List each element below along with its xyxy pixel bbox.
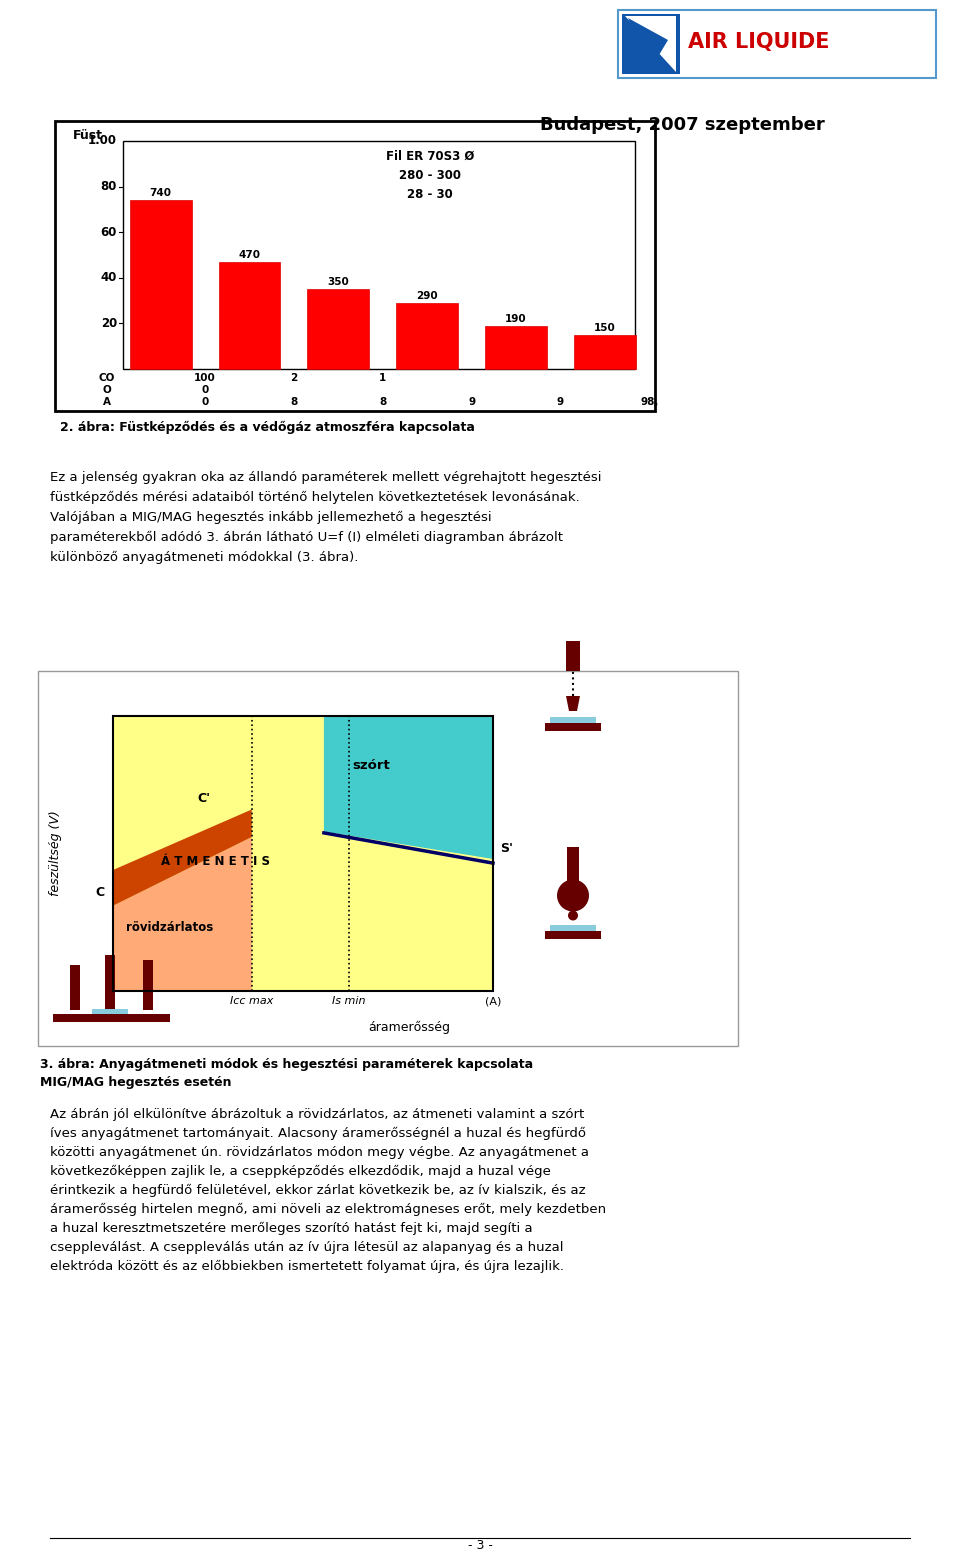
- Text: szórt: szórt: [352, 760, 391, 772]
- Text: 60: 60: [101, 226, 117, 238]
- Text: 2

8: 2 8: [290, 373, 298, 407]
- Text: rövidzárlatos: rövidzárlatos: [127, 921, 214, 935]
- Bar: [70, 965, 80, 1010]
- Text: Valójában a MIG/MAG hegesztés inkább jellemezhető a hegesztési: Valójában a MIG/MAG hegesztés inkább jel…: [50, 511, 492, 525]
- Bar: [105, 955, 115, 1010]
- Text: C: C: [96, 885, 105, 899]
- Text: Az ábrán jól elkülönítve ábrázoltuk a rövidzárlatos, az átmeneti valamint a szór: Az ábrán jól elkülönítve ábrázoltuk a rö…: [50, 1109, 585, 1121]
- Polygon shape: [113, 836, 252, 991]
- Text: 20: 20: [101, 316, 117, 330]
- Text: 290: 290: [417, 291, 438, 301]
- Bar: [550, 717, 596, 723]
- Text: 350: 350: [327, 277, 349, 287]
- Bar: [545, 930, 601, 938]
- Bar: [92, 1009, 128, 1015]
- Text: AIR LIQUIDE: AIR LIQUIDE: [688, 31, 829, 52]
- Bar: [485, 326, 547, 370]
- Bar: [567, 847, 579, 882]
- Circle shape: [568, 910, 578, 921]
- Text: feszültség (V): feszültség (V): [50, 811, 62, 896]
- Text: S': S': [500, 841, 513, 855]
- Text: 40: 40: [101, 271, 117, 285]
- Text: 100
0
0: 100 0 0: [194, 373, 216, 407]
- Text: MIG/MAG hegesztés esetén: MIG/MAG hegesztés esetén: [40, 1076, 231, 1088]
- Circle shape: [557, 880, 589, 911]
- Text: 2. ábra: Füstképződés és a védőgáz atmoszféra kapcsolata: 2. ábra: Füstképződés és a védőgáz atmos…: [60, 421, 475, 434]
- Text: közötti anyagátmenet ún. rövidzárlatos módon megy végbe. Az anyagátmenet a: közötti anyagátmenet ún. rövidzárlatos m…: [50, 1146, 589, 1159]
- Bar: [574, 335, 636, 370]
- Polygon shape: [113, 810, 252, 905]
- Text: Icc max: Icc max: [230, 996, 274, 1005]
- Bar: [219, 262, 280, 370]
- Text: (A): (A): [485, 996, 501, 1005]
- Bar: [566, 640, 580, 670]
- Text: 9: 9: [557, 373, 564, 407]
- Text: 80: 80: [101, 180, 117, 193]
- Polygon shape: [566, 695, 580, 711]
- Text: 740: 740: [150, 188, 172, 199]
- Text: áramerősség hirtelen megnő, ami növeli az elektromágneses erőt, mely kezdetben: áramerősség hirtelen megnő, ami növeli a…: [50, 1203, 606, 1217]
- Text: áramerősség: áramerősség: [369, 1021, 450, 1034]
- Text: 9: 9: [468, 373, 475, 407]
- Bar: [143, 960, 153, 1010]
- Bar: [550, 924, 596, 930]
- Bar: [88, 1015, 132, 1023]
- Text: cseppleválást. A cseppleválás után az ív újra létesül az alapanyag és a huzal: cseppleválást. A cseppleválás után az ív…: [50, 1240, 564, 1254]
- Bar: [113, 716, 493, 991]
- Bar: [53, 1015, 97, 1023]
- Text: elektróda között és az előbbiekben ismertetett folyamat újra, és újra lezajlik.: elektróda között és az előbbiekben ismer…: [50, 1261, 564, 1273]
- Text: Is min: Is min: [332, 996, 366, 1005]
- Text: CO
O
A: CO O A: [99, 373, 115, 407]
- Text: 3. ábra: Anyagátmeneti módok és hegesztési paraméterek kapcsolata: 3. ábra: Anyagátmeneti módok és hegeszté…: [40, 1059, 533, 1071]
- Bar: [123, 141, 635, 370]
- Text: a huzal keresztmetszetére merőleges szorító hatást fejt ki, majd segíti a: a huzal keresztmetszetére merőleges szor…: [50, 1221, 533, 1236]
- Bar: [618, 9, 936, 78]
- Bar: [545, 723, 601, 731]
- Bar: [622, 14, 680, 74]
- Bar: [113, 716, 493, 991]
- Text: füstképződés mérési adataiból történő helytelen következtetések levonásának.: füstképződés mérési adataiból történő he…: [50, 492, 580, 504]
- Text: Á T M E N E T I S: Á T M E N E T I S: [161, 855, 270, 868]
- Bar: [55, 121, 655, 410]
- Text: - 3 -: - 3 -: [468, 1539, 492, 1552]
- Text: C': C': [198, 792, 211, 805]
- Bar: [307, 290, 370, 370]
- Text: Füst: Füst: [73, 128, 103, 143]
- Text: paraméterekből adódó 3. ábrán látható U=f (I) elméleti diagramban ábrázolt: paraméterekből adódó 3. ábrán látható U=…: [50, 531, 563, 543]
- Polygon shape: [625, 16, 676, 72]
- Text: különböző anyagátmeneti módokkal (3. ábra).: különböző anyagátmeneti módokkal (3. ábr…: [50, 551, 358, 564]
- Text: íves anyagátmenet tartományait. Alacsony áramerősségnél a huzal és hegfürdő: íves anyagátmenet tartományait. Alacsony…: [50, 1128, 586, 1140]
- Text: Ez a jelenség gyakran oka az állandó paraméterek mellett végrehajtott hegesztési: Ez a jelenség gyakran oka az állandó par…: [50, 471, 602, 484]
- Text: 1.00: 1.00: [88, 135, 117, 147]
- Text: 1

8: 1 8: [379, 373, 386, 407]
- Text: érintkezik a hegfürdő felületével, ekkor zárlat következik be, az ív kialszik, é: érintkezik a hegfürdő felületével, ekkor…: [50, 1184, 586, 1196]
- Text: 190: 190: [505, 313, 527, 324]
- Text: 150: 150: [594, 323, 615, 334]
- Text: 98,: 98,: [640, 373, 659, 407]
- Polygon shape: [324, 716, 493, 860]
- Bar: [396, 302, 458, 370]
- Text: Budapest, 2007 szeptember: Budapest, 2007 szeptember: [540, 116, 825, 135]
- Polygon shape: [628, 17, 668, 70]
- Bar: [38, 670, 738, 1046]
- Bar: [126, 1015, 170, 1023]
- Bar: [130, 200, 191, 370]
- Text: Fil ER 70S3 Ø
280 - 300
28 - 30: Fil ER 70S3 Ø 280 - 300 28 - 30: [386, 150, 474, 200]
- Text: következőképpen zajlik le, a cseppképződés elkezdődik, majd a huzal vége: következőképpen zajlik le, a cseppképződ…: [50, 1165, 551, 1178]
- Text: 470: 470: [238, 251, 260, 260]
